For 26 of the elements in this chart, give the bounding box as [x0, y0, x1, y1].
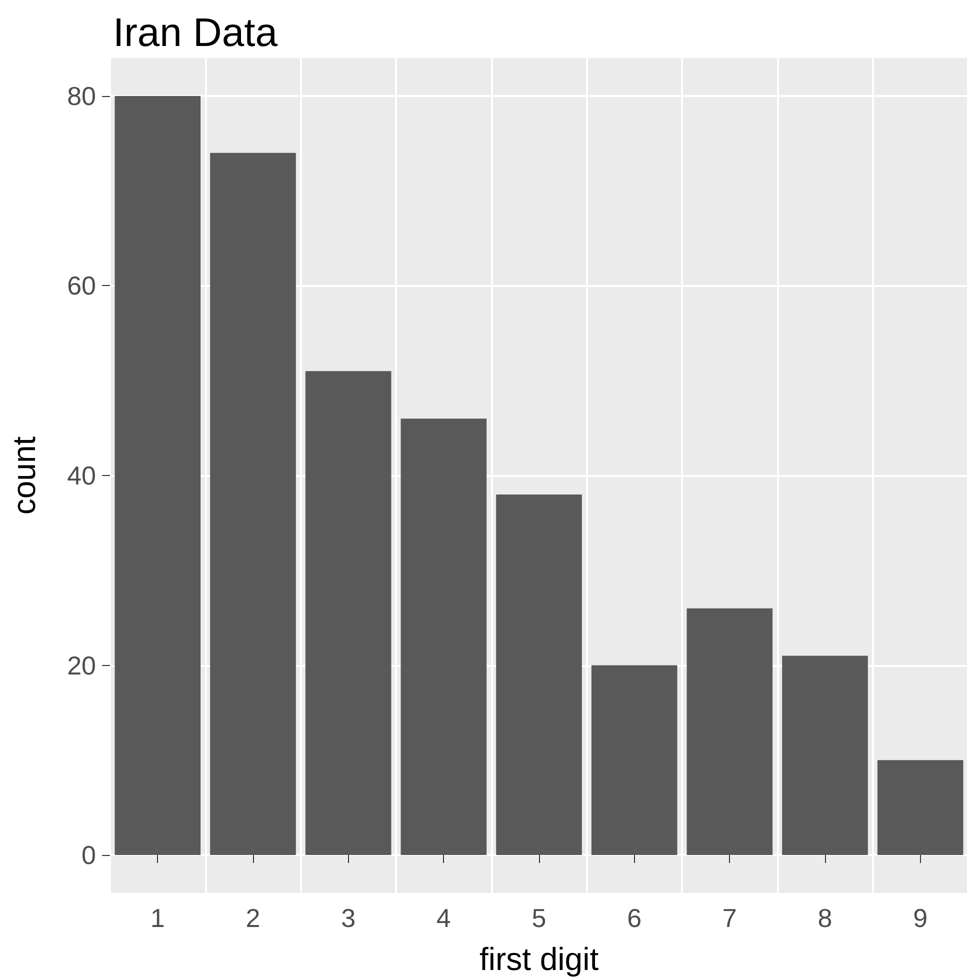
- y-tick-label: 60: [67, 270, 96, 301]
- bar: [114, 96, 201, 856]
- bar: [782, 656, 868, 856]
- x-tick-label: 2: [246, 903, 260, 933]
- x-tick-label: 1: [150, 903, 165, 933]
- y-axis-title: count: [6, 436, 42, 515]
- bar: [591, 665, 678, 856]
- bar: [400, 418, 487, 856]
- x-tick-label: 7: [722, 903, 737, 933]
- bar: [210, 152, 296, 856]
- x-tick-label: 5: [532, 903, 546, 933]
- bar: [496, 494, 582, 856]
- x-tick-label: 3: [341, 903, 356, 933]
- y-tick-label: 20: [67, 650, 96, 680]
- chart-title: Iran Data: [113, 11, 278, 55]
- bar: [305, 371, 392, 856]
- x-tick-label: 8: [818, 903, 832, 933]
- y-tick-label: 80: [67, 80, 96, 111]
- x-tick-label: 6: [627, 903, 642, 933]
- x-tick-label: 9: [913, 903, 928, 933]
- y-tick-label: 40: [67, 460, 96, 490]
- x-axis-title: first digit: [479, 941, 599, 977]
- y-tick-label: 0: [82, 840, 96, 870]
- x-tick-label: 4: [436, 903, 451, 933]
- bar: [877, 760, 964, 856]
- bar: [686, 608, 773, 856]
